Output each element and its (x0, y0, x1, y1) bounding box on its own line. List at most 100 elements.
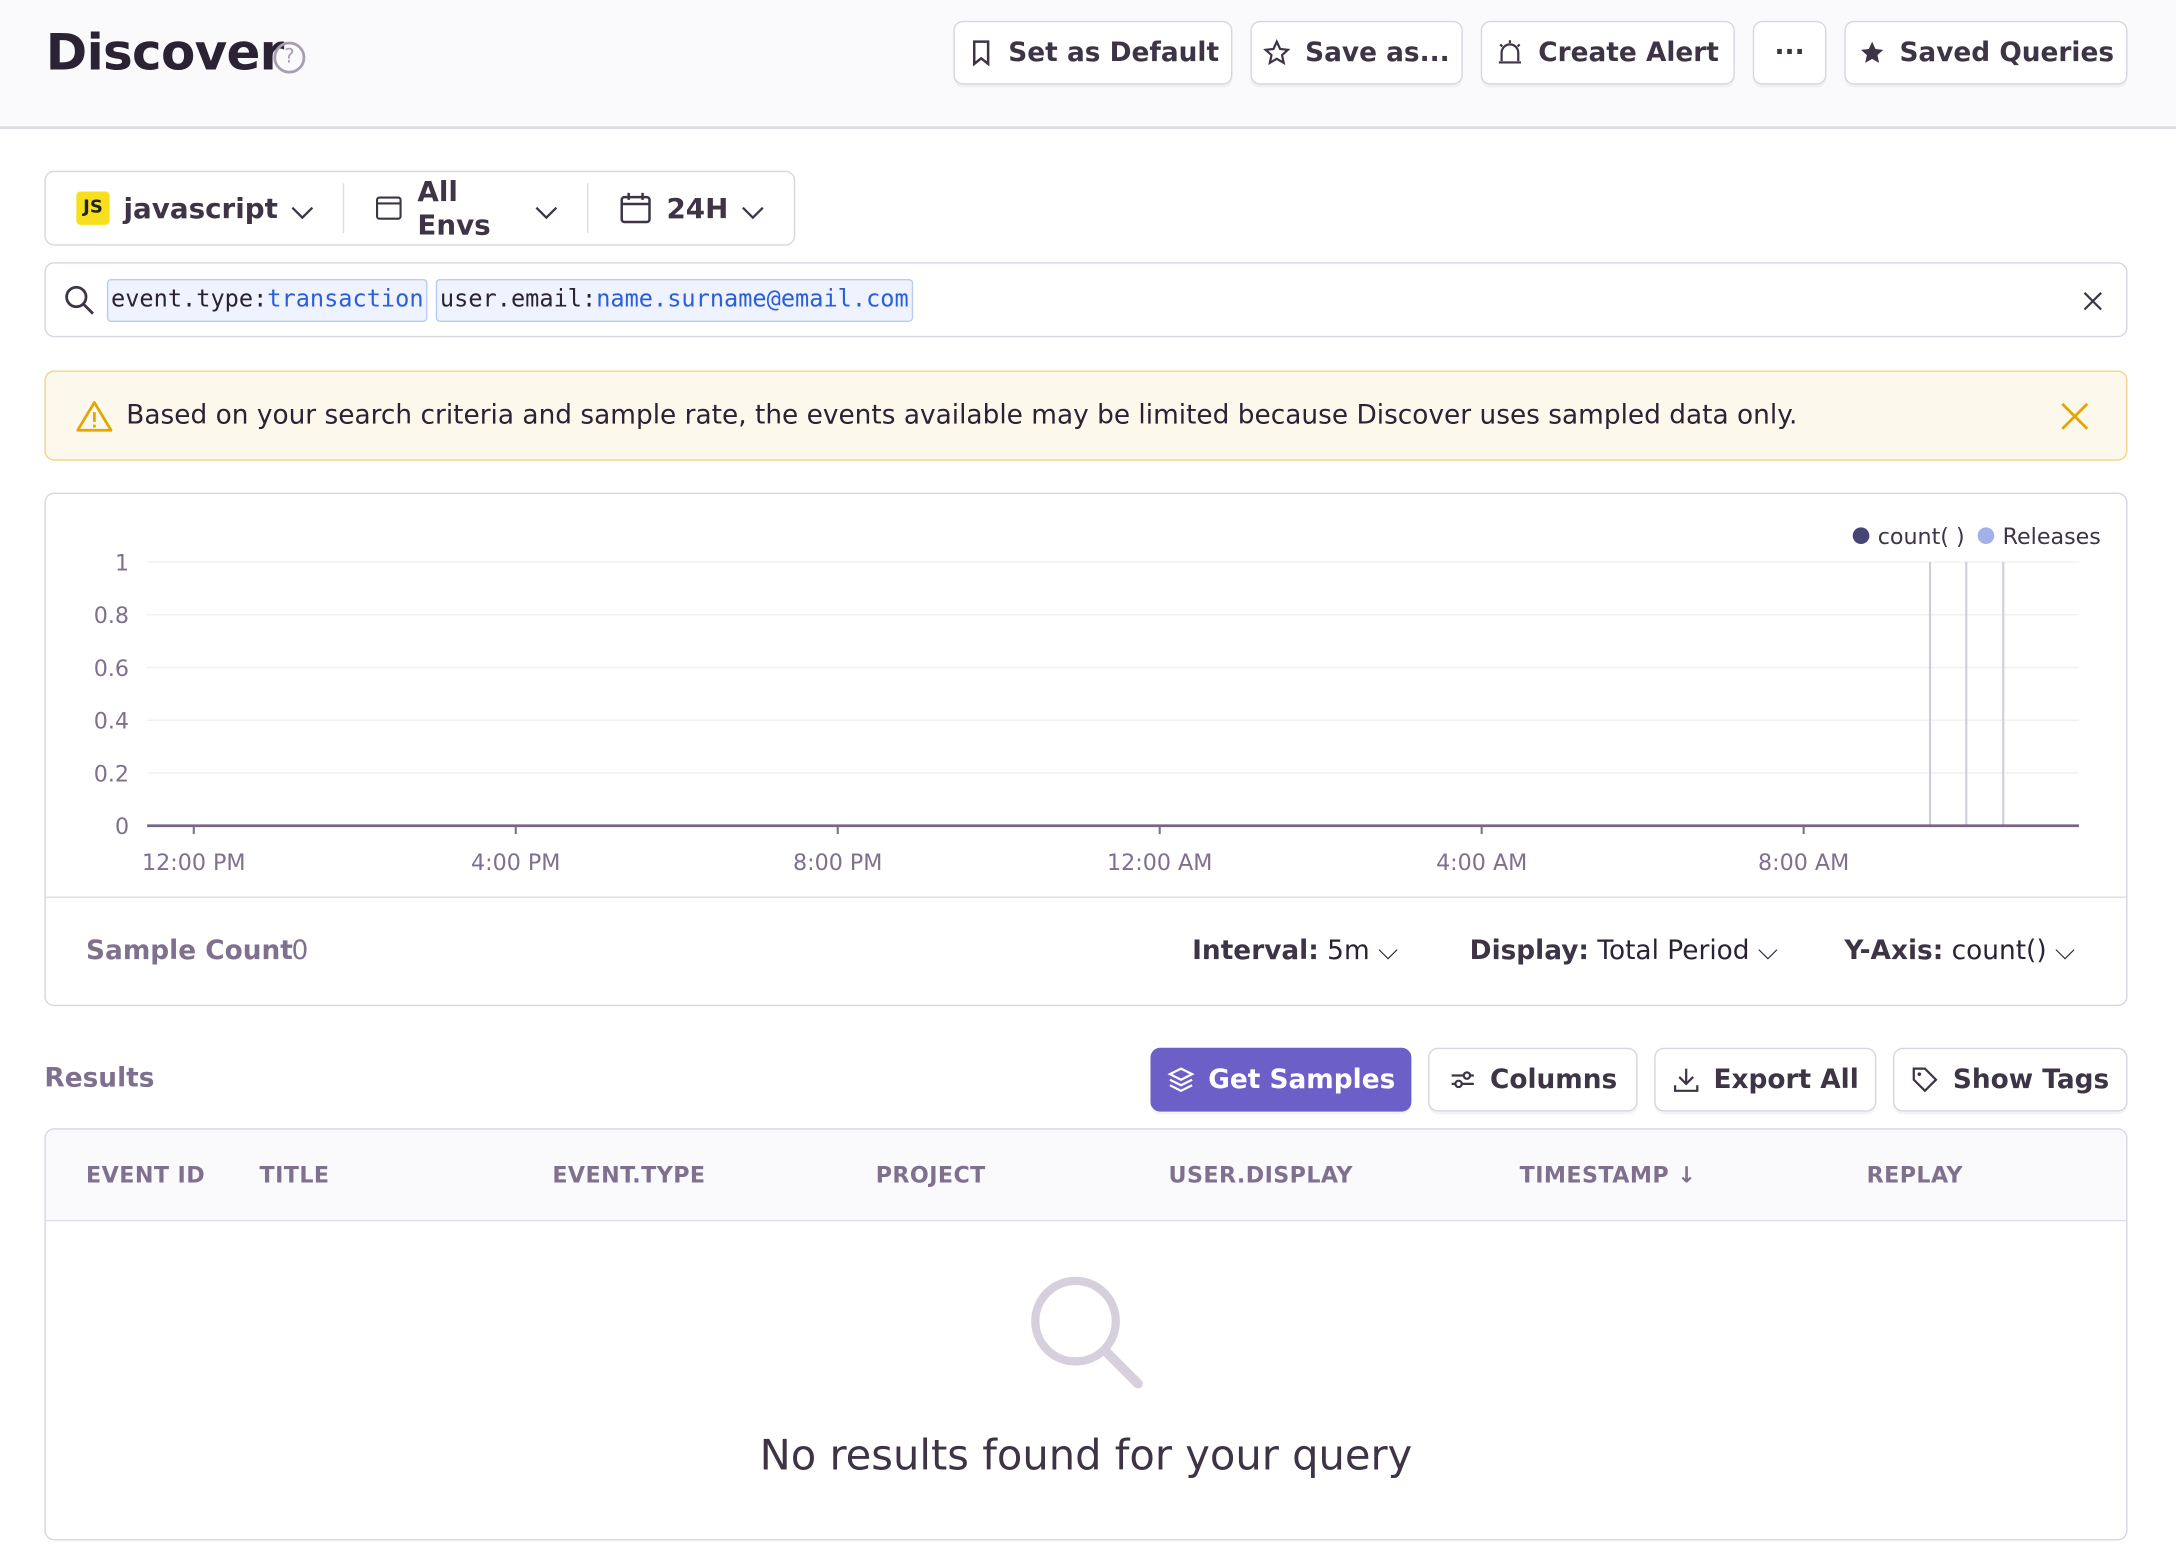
y-tick-label: 0.6 (94, 656, 129, 682)
chevron-down-icon: ⌵ (1378, 935, 1399, 966)
results-table: EVENT ID TITLE EVENT.TYPE PROJECT USER.D… (44, 1128, 2128, 1541)
show-tags-label: Show Tags (1952, 1064, 2110, 1095)
sliders-icon (1451, 1071, 1474, 1089)
empty-state-message: No results found for your query (759, 1432, 1413, 1481)
create-alert-label: Create Alert (1538, 37, 1719, 69)
create-alert-button[interactable]: Create Alert (1480, 20, 1735, 85)
x-tick-label: 4:00 PM (471, 850, 560, 876)
column-header-project[interactable]: PROJECT (875, 1161, 986, 1188)
table-header: EVENT ID TITLE EVENT.TYPE PROJECT USER.D… (45, 1129, 2127, 1222)
interval-label: Interval: (1192, 935, 1319, 966)
y-tick-label: 0.2 (94, 761, 129, 787)
search-input[interactable]: event.type:transaction user.email:name.s… (44, 262, 2128, 338)
download-icon (1673, 1068, 1698, 1092)
x-tick-label: 4:00 AM (1436, 850, 1527, 876)
x-tick-label: 8:00 PM (793, 850, 882, 876)
ellipsis-icon: ··· (1774, 37, 1805, 69)
saved-queries-label: Saved Queries (1899, 37, 2115, 69)
legend-marker (1977, 527, 1995, 545)
y-tick-label: 1 (115, 550, 129, 576)
y-tick-label: 0.8 (94, 603, 129, 629)
page-filter-bar: JS javascript ⌵ All Envs ⌵ 24H ⌵ (44, 170, 796, 246)
column-header-user-display[interactable]: USER.DISPLAY (1168, 1161, 1353, 1188)
chevron-down-icon: ⌵ (742, 191, 764, 225)
column-header-timestamp[interactable]: TIMESTAMP ↓ (1520, 1162, 1697, 1188)
get-samples-button[interactable]: Get Samples (1150, 1047, 1412, 1112)
search-token[interactable]: user.email:name.surname@email.com (435, 278, 913, 322)
column-header-title[interactable]: TITLE (259, 1161, 330, 1188)
token-value: transaction (267, 285, 424, 314)
date-selector[interactable]: 24H ⌵ (587, 183, 793, 234)
more-actions-button[interactable]: ··· (1752, 20, 1827, 85)
warning-icon (76, 401, 113, 432)
chevron-down-icon: ⌵ (1757, 935, 1778, 966)
column-header-replay[interactable]: REPLAY (1866, 1161, 1963, 1188)
bookmark-icon (972, 40, 989, 67)
token-key: user.email: (439, 285, 597, 314)
events-chart-panel: 0 0.2 0.4 0.6 0.8 1 12:00 PM 4:00 PM 8:00 PM 12:0… (44, 492, 2128, 1007)
export-all-button[interactable]: Export All (1654, 1047, 1877, 1112)
search-icon (65, 285, 94, 315)
show-tags-button[interactable]: Show Tags (1892, 1047, 2128, 1112)
arrow-down-icon: ↓ (1677, 1161, 1697, 1188)
x-tick-label: 12:00 PM (142, 850, 246, 876)
siren-icon (1499, 40, 1522, 64)
y-tick-label: 0.4 (94, 709, 129, 735)
y-axis-label: Y-Axis: (1844, 935, 1944, 966)
x-tick-label: 8:00 AM (1758, 850, 1849, 876)
star-icon (1263, 38, 1292, 66)
display-label: Display: (1469, 935, 1589, 966)
legend-marker (1852, 527, 1870, 545)
export-all-label: Export All (1713, 1064, 1859, 1095)
sample-count-label: Sample Count (86, 935, 293, 966)
save-as-button[interactable]: Save as... (1250, 20, 1463, 85)
chevron-down-icon: ⌵ (2055, 935, 2075, 966)
calendar-icon (620, 192, 652, 224)
saved-queries-button[interactable]: Saved Queries (1844, 20, 2128, 85)
stack-icon (1166, 1067, 1195, 1093)
display-selector[interactable]: Display: Total Period ⌵ (1470, 935, 1778, 966)
column-header-event-id[interactable]: EVENT ID (86, 1161, 206, 1188)
legend-label: Releases (2003, 524, 2101, 550)
close-icon[interactable] (2059, 401, 2090, 432)
star-filled-icon (1860, 41, 1883, 63)
sampling-warning-alert: Based on your search criteria and sample… (44, 370, 2128, 461)
chart-footer: Sample Count 0 Interval: 5m ⌵ Display: T… (45, 896, 2127, 1007)
chevron-down-icon: ⌵ (291, 191, 313, 225)
get-samples-label: Get Samples (1208, 1064, 1396, 1095)
question-circle-icon[interactable]: ? (273, 41, 306, 74)
display-value: Total Period (1597, 935, 1750, 966)
search-token[interactable]: event.type:transaction (106, 278, 428, 322)
close-icon[interactable] (2082, 290, 2104, 312)
page-header: Discover ? Set as Default Save as... Cre… (0, 0, 2176, 130)
set-as-default-label: Set as Default (1008, 37, 1220, 69)
token-key: event.type: (111, 285, 268, 314)
alert-message: Based on your search criteria and sample… (126, 399, 1798, 431)
project-label: javascript (123, 191, 278, 225)
interval-selector[interactable]: Interval: 5m ⌵ (1192, 935, 1398, 966)
save-as-label: Save as... (1305, 37, 1450, 69)
x-tick-label: 12:00 AM (1107, 850, 1212, 876)
page-title: Discover (45, 24, 285, 82)
javascript-icon: JS (76, 191, 110, 225)
sample-count-value: 0 (291, 935, 309, 966)
project-selector[interactable]: JS javascript ⌵ (46, 183, 344, 233)
set-as-default-button[interactable]: Set as Default (953, 20, 1233, 85)
y-axis-value: count() (1951, 935, 2047, 966)
columns-label: Columns (1490, 1064, 1618, 1095)
columns-button[interactable]: Columns (1428, 1047, 1638, 1112)
period-label: 24H (666, 191, 729, 225)
environment-label: All Envs (417, 174, 491, 242)
y-tick-label: 0 (115, 814, 129, 840)
token-value: name.surname@email.com (596, 285, 909, 314)
environment-selector[interactable]: All Envs ⌵ (343, 175, 587, 241)
interval-value: 5m (1327, 935, 1370, 966)
legend-label: count( ) (1878, 524, 1965, 550)
tag-icon (1912, 1067, 1938, 1093)
column-header-event-type[interactable]: EVENT.TYPE (552, 1161, 706, 1188)
events-chart: 0 0.2 0.4 0.6 0.8 1 12:00 PM 4:00 PM 8:00 PM 12:0… (94, 524, 2101, 876)
y-axis-selector[interactable]: Y-Axis: count() ⌵ (1844, 935, 2075, 966)
window-icon (376, 196, 403, 220)
search-icon (1031, 1276, 1143, 1389)
results-heading: Results (44, 1063, 155, 1094)
